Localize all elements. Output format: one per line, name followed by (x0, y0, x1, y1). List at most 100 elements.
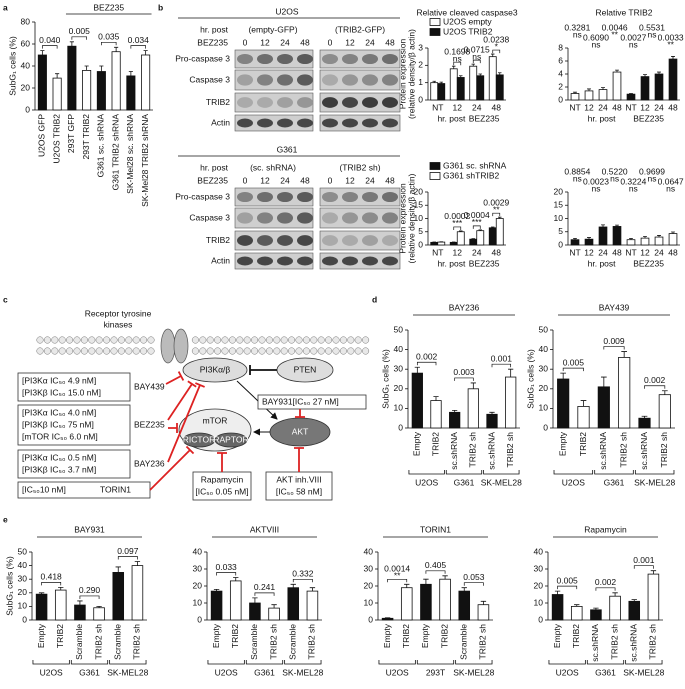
p-bracket (42, 45, 58, 49)
error-bar (671, 56, 675, 60)
p-value: 0.405 (425, 560, 447, 570)
bar (287, 587, 300, 621)
blot-cell: U2OS (275, 6, 298, 16)
annotation: ns (648, 29, 657, 39)
membrane-lipid (273, 336, 281, 344)
x-tick-label: TRIB2 (571, 624, 581, 648)
blot-background (319, 49, 401, 69)
blot-band (257, 212, 273, 224)
blot-background (319, 187, 401, 207)
y-tick-label: 5 (558, 226, 563, 236)
error-bar (490, 226, 495, 228)
group-label: G361 (454, 477, 475, 487)
bar (476, 75, 485, 101)
receptor (173, 328, 189, 364)
x-tick-label: 48 (612, 102, 622, 112)
error-bar (657, 71, 661, 74)
blot-background (319, 207, 401, 229)
p-value: 0.0029 (483, 197, 509, 207)
y-axis-label: (relative density/β actin) (406, 29, 416, 119)
bar (577, 406, 590, 429)
blot-band (277, 235, 293, 246)
inhibition-line (217, 452, 227, 472)
membrane-lipid (80, 347, 88, 355)
p-bracket (130, 45, 146, 49)
x-tick-label: TRIB2 (439, 624, 449, 648)
panel-label: a (3, 2, 8, 12)
bar (598, 226, 608, 246)
significance: * (495, 41, 499, 51)
x-axis-label: hr. post (588, 258, 617, 268)
bar (430, 82, 439, 101)
membrane-lipid (236, 347, 244, 355)
membrane-lipid (302, 336, 310, 344)
bar (35, 593, 48, 621)
error-bar (432, 80, 436, 83)
blot-background (319, 230, 401, 251)
bar (439, 578, 451, 621)
group-label: U2OS (562, 477, 585, 487)
y-tick-label: 30 (394, 363, 404, 373)
x-tick-label: U2OS TRIB2 (51, 114, 61, 164)
blot-time: 0 (328, 175, 333, 185)
bar (495, 218, 504, 246)
blot-background (319, 114, 401, 132)
x-tick-label: TRIB2 (578, 432, 588, 456)
error-bar (114, 46, 119, 52)
y-tick-label: 40 (364, 546, 374, 556)
inhibitor-name: BAY236 (134, 458, 165, 468)
y-tick-label: 20 (21, 82, 31, 92)
chart-title: BAY439 (599, 302, 630, 312)
membrane-lipid (221, 336, 229, 344)
error-bar (641, 415, 648, 419)
error-bar (290, 583, 296, 588)
header-label: BEZ235 (93, 2, 124, 12)
akt-label: AKT (292, 426, 309, 436)
error-bar (459, 230, 463, 232)
x-tick-label: Scramble (74, 624, 84, 660)
mtor-label: mTOR (203, 415, 228, 425)
y-tick-label: 20 (193, 580, 203, 590)
bar (486, 413, 498, 429)
bar (437, 241, 446, 246)
error-bar (560, 372, 567, 379)
blot-band (382, 97, 398, 108)
blot-band (342, 74, 358, 86)
membrane-lipid (332, 347, 340, 355)
error-bar (143, 50, 148, 55)
error-bar (601, 224, 605, 227)
x-tick-label: 48 (668, 102, 678, 112)
membrane-lipid (117, 347, 125, 355)
membrane-lipid (288, 347, 296, 355)
p-bracket (557, 585, 578, 590)
error-bar (621, 351, 628, 358)
error-bar (115, 566, 121, 573)
y-tick-label: 10 (539, 403, 549, 413)
x-tick-label: Scramble (288, 624, 298, 660)
bar (74, 604, 86, 621)
p-bracket (603, 346, 625, 350)
pten-label: PTEN (294, 364, 317, 374)
error-bar (252, 597, 258, 603)
p-value: 0.009 (603, 336, 625, 346)
blot-band (277, 97, 293, 108)
group-label: SK-MEL28 (282, 667, 323, 677)
membrane-lipid (140, 336, 148, 344)
error-bar (498, 216, 502, 219)
error-bar (480, 600, 487, 605)
blot-time: 48 (300, 37, 310, 47)
blot-band (237, 97, 253, 108)
inhibitor-ic50: [IC₅₀ 0.05 nM] (195, 486, 248, 496)
annotation: 0.5220 (602, 166, 628, 176)
chart-title: BAY931 (74, 524, 105, 534)
p-bracket (492, 49, 501, 54)
blot-band (237, 235, 253, 246)
x-tick-label: sc.shRNA (629, 624, 639, 662)
annotation: ns (629, 39, 638, 49)
inhibition-line (167, 382, 205, 463)
p-value: 0.241 (254, 582, 276, 592)
p-value: 0.005 (69, 26, 91, 36)
y-tick-label: 50 (539, 324, 549, 334)
error-bar (643, 74, 647, 77)
bar (597, 386, 610, 429)
